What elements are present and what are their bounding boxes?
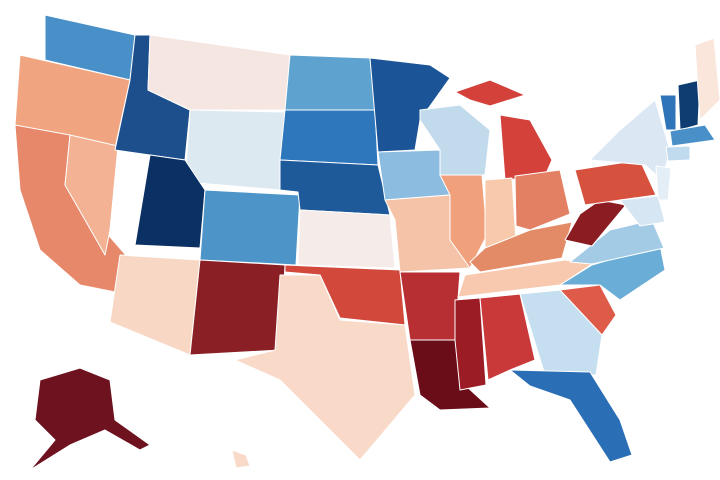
region	[297, 209, 396, 269]
region	[479, 293, 536, 381]
region	[234, 274, 416, 461]
region	[109, 254, 201, 356]
region	[377, 149, 451, 201]
region	[454, 79, 526, 107]
region	[184, 109, 286, 191]
region	[519, 289, 603, 376]
region	[279, 109, 379, 166]
region	[514, 169, 571, 231]
region	[499, 114, 553, 181]
region	[399, 271, 461, 341]
region	[574, 159, 657, 206]
region	[29, 367, 151, 471]
region	[665, 145, 691, 162]
region	[384, 194, 471, 273]
region	[284, 54, 376, 111]
region	[564, 199, 627, 247]
region	[199, 189, 301, 266]
region	[559, 244, 666, 301]
regions	[14, 14, 720, 471]
region	[64, 134, 119, 256]
region	[454, 297, 487, 391]
region	[569, 219, 665, 265]
region	[147, 34, 291, 111]
region	[694, 37, 720, 121]
region	[669, 124, 716, 147]
region	[231, 449, 251, 469]
region	[189, 259, 286, 356]
region	[677, 79, 701, 131]
region	[559, 284, 617, 336]
region	[509, 369, 633, 463]
region	[619, 195, 666, 227]
region	[439, 174, 488, 269]
region	[655, 165, 672, 201]
region	[469, 221, 573, 273]
